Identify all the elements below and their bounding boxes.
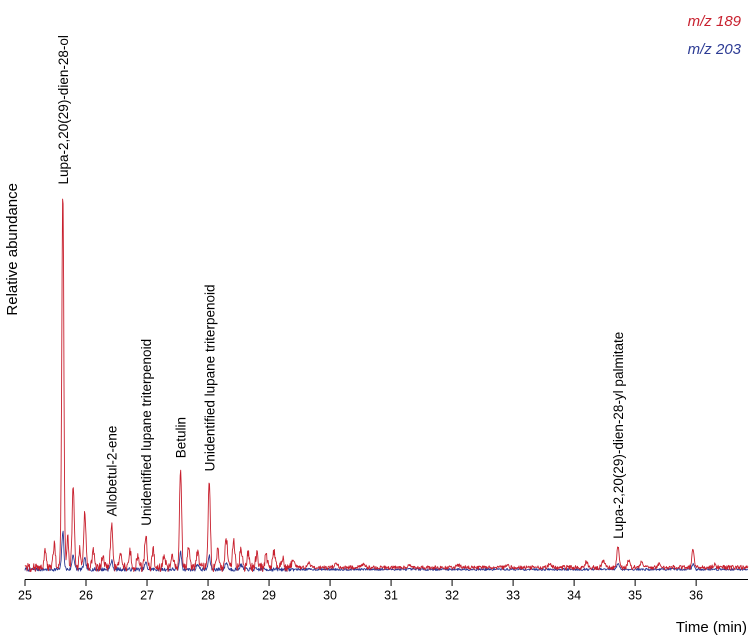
svg-text:29: 29 xyxy=(262,589,276,603)
svg-text:32: 32 xyxy=(445,589,459,603)
svg-text:27: 27 xyxy=(140,589,154,603)
peak-annotation: Allobetul-2-ene xyxy=(105,426,120,517)
y-axis-label: Relative abundance xyxy=(4,183,21,316)
legend-item-mz189: m/z 189 xyxy=(688,8,741,36)
svg-text:36: 36 xyxy=(689,589,703,603)
legend-item-mz203: m/z 203 xyxy=(688,36,741,64)
svg-text:28: 28 xyxy=(201,589,215,603)
peak-annotation: Lupa-2,20(29)-dien-28-yl palmitate xyxy=(611,332,626,539)
legend-label-mz203: m/z 203 xyxy=(687,40,741,58)
peak-annotation: Lupa-2,20(29)-dien-28-ol xyxy=(56,35,71,184)
peak-annotation: Unidentified lupane triterpenoid xyxy=(202,285,217,472)
svg-text:25: 25 xyxy=(18,589,32,603)
svg-text:30: 30 xyxy=(323,589,337,603)
svg-text:35: 35 xyxy=(628,589,642,603)
x-axis-label: Time (min) xyxy=(675,619,747,636)
svg-text:33: 33 xyxy=(506,589,520,603)
peak-annotation: Betulin xyxy=(174,417,189,458)
legend: m/z 189 m/z 203 xyxy=(688,8,741,64)
svg-text:34: 34 xyxy=(567,589,581,603)
peak-annotation: Unidentified lupane triterpenoid xyxy=(139,339,154,526)
svg-text:26: 26 xyxy=(79,589,93,603)
svg-text:31: 31 xyxy=(384,589,398,603)
legend-label-mz189: m/z 189 xyxy=(687,13,741,30)
